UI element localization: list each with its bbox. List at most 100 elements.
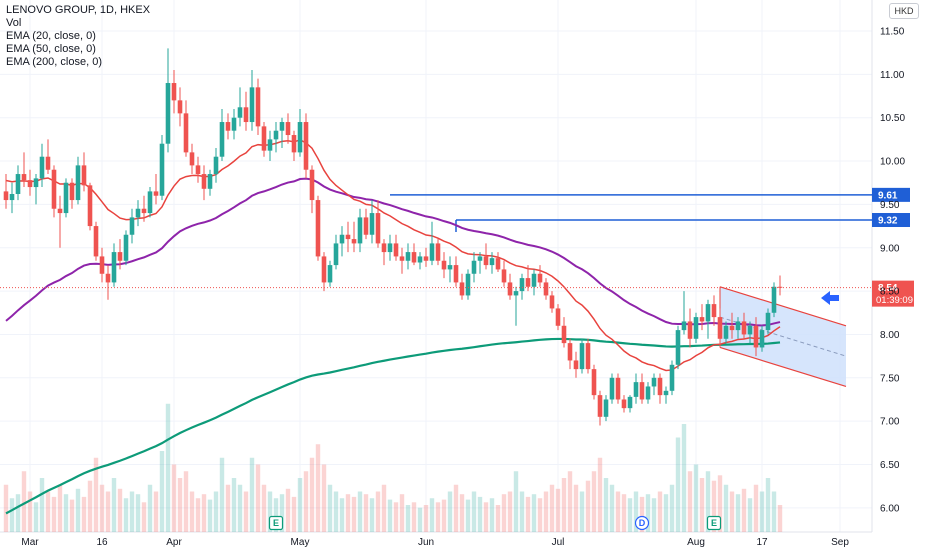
horizontal-levels[interactable]: 9.61 9.32 [390,187,910,233]
candle-body [735,321,741,331]
candle-body [459,282,465,296]
candle-body [357,217,363,244]
dividend-marker[interactable] [634,515,650,531]
candle-body [15,174,21,194]
volume-bar [327,484,333,532]
candle-body [699,317,705,322]
candle-body [663,390,669,396]
volume-bar [189,491,195,532]
volume-bar [585,480,591,532]
candle-body [417,256,423,263]
price-tick-label: 6.50 [880,460,900,471]
volume-bar [639,496,645,532]
candle-body [141,208,147,214]
ema-lines [5,139,781,515]
volume-bar [609,484,615,532]
time-axis[interactable]: Mar 16 Apr May Jun Jul Aug 17 Sep [21,537,849,548]
candle-body [27,180,33,188]
candle-body [75,165,81,201]
candle-body [285,122,291,136]
ema20-legend[interactable]: EMA (20, close, 0) [6,30,96,42]
candle-body [21,174,27,181]
candle-body [627,396,633,409]
arrow-annotation[interactable] [821,291,839,306]
volume-bar [417,507,423,532]
candle-body [249,87,255,123]
earnings-marker[interactable] [706,515,722,531]
candle-body [147,191,153,214]
volume-bar [123,498,129,532]
volume-bar [447,491,453,532]
candle-body [435,243,441,261]
volume-bar [615,491,621,532]
volume-bar [267,491,273,532]
candle-body [291,135,297,153]
channel-upper-line[interactable] [719,286,847,327]
candle-body [153,191,159,196]
descending-channel[interactable] [719,286,847,388]
channel-lower-line[interactable] [719,346,847,388]
left-arrow-icon[interactable] [821,291,839,306]
volume-bar [237,484,243,532]
candle-body [573,360,579,370]
candle-body [567,343,573,361]
price-tick-label: 10.50 [880,113,905,124]
candle-body [39,156,45,179]
candle-body [69,182,75,201]
volume-bar [105,491,111,532]
volume-legend[interactable]: Vol [6,17,22,29]
volume-bar [255,464,261,532]
candle-body [231,117,237,131]
volume-bar [285,488,291,532]
candle-body [681,321,687,331]
volume-bar [687,471,693,532]
candle-body [201,174,207,189]
candle-body [117,252,123,261]
candle-body [159,143,165,196]
volume-bar [555,488,561,532]
volume-bar [507,491,513,532]
symbol-title[interactable]: LENOVO GROUP, 1D, HKEX [6,4,151,16]
ema200-legend[interactable]: EMA (200, close, 0) [6,56,102,68]
candle-body [387,243,393,253]
volume-bar [9,498,15,532]
candle-body [3,191,9,201]
earnings-marker[interactable] [268,515,284,531]
volume-bar [567,471,573,532]
volume-bar [279,494,285,532]
volume-bar [675,437,681,532]
candle-body [471,260,477,274]
candle-body [693,317,699,339]
currency-button[interactable]: HKD [889,3,919,19]
volume-bar [51,496,57,532]
volume-bar [249,457,255,532]
volume-bar [351,496,357,532]
volume-bar [315,444,321,532]
volume-bar [309,457,315,532]
candle-body [219,122,225,157]
volume-bar [219,457,225,532]
volume-bar [225,484,231,532]
countdown-text: 01:39:09 [876,295,913,306]
candle-body [279,122,285,131]
price-axis[interactable]: 11.50 11.00 10.50 10.00 9.50 9.00 8.50 8.00 7.50… [880,27,905,515]
candle-body [465,273,471,296]
volume-bar [117,488,123,532]
candle-body [261,126,267,151]
candle-body [399,256,405,261]
volume-bar [243,491,249,532]
volume-bar [777,505,783,532]
candle-body [297,122,303,153]
volume-bar [747,498,753,532]
candle-body [669,364,675,391]
ema50-legend[interactable]: EMA (50, close, 0) [6,43,96,55]
volume-bar [681,424,687,532]
price-tick-label: 11.50 [880,27,905,38]
price-tick-label: 9.00 [880,243,900,254]
candle-body [597,395,603,417]
volume-bar [339,498,345,532]
volume-bar [213,491,219,532]
candle-body [741,321,747,335]
